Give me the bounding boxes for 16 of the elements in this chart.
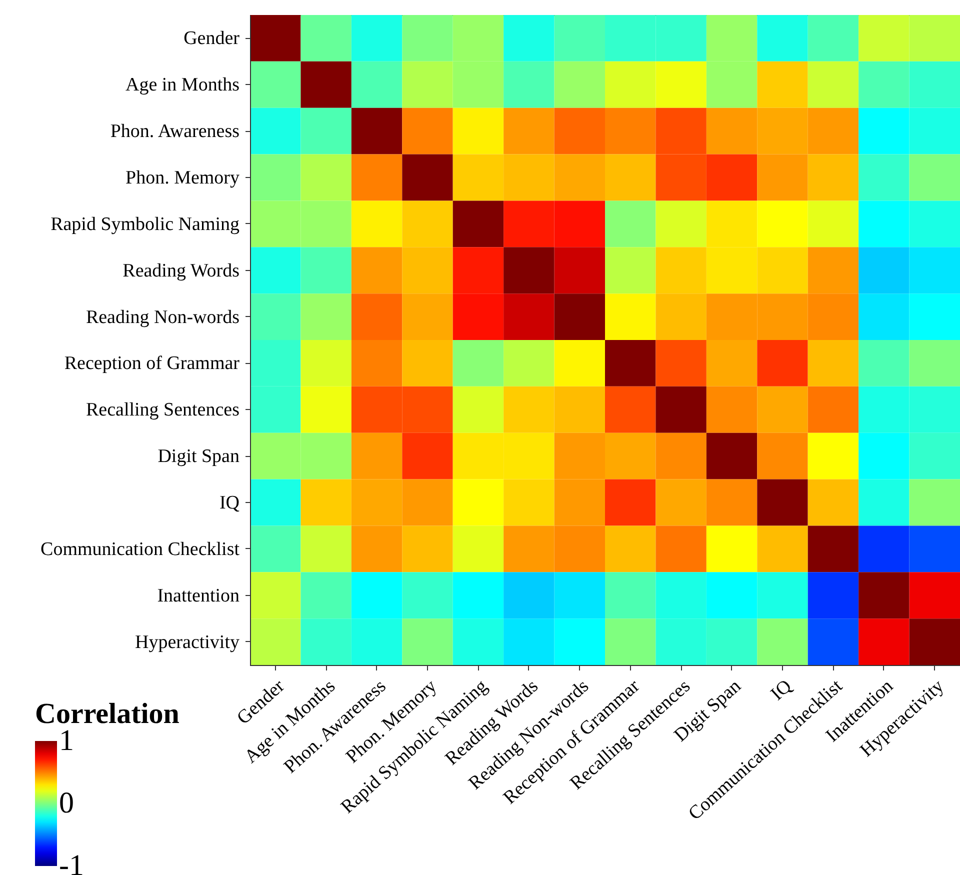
y-tick-label: Rapid Symbolic Naming bbox=[50, 214, 240, 235]
y-tick-label: Hyperactivity bbox=[135, 632, 240, 653]
y-tick-label: Phon. Awareness bbox=[110, 121, 240, 142]
y-tick-label: Age in Months bbox=[126, 74, 240, 96]
color-bar-label: -1 bbox=[59, 849, 84, 875]
y-tick-label: Communication Checklist bbox=[40, 538, 240, 560]
y-tick-label: Recalling Sentences bbox=[86, 400, 240, 421]
y-tick-label: Phon. Memory bbox=[126, 168, 240, 188]
y-tick-label: Reading Words bbox=[122, 260, 240, 282]
y-tick-label: Reading Non-words bbox=[86, 306, 240, 328]
y-tick-label: Gender bbox=[184, 28, 240, 50]
y-tick-label: Inattention bbox=[157, 585, 240, 606]
y-tick-label: Reception of Grammar bbox=[64, 353, 240, 374]
y-tick-label: Digit Span bbox=[158, 446, 240, 468]
color-bar-label: 0 bbox=[59, 786, 74, 820]
y-tick-label: IQ bbox=[219, 492, 240, 514]
